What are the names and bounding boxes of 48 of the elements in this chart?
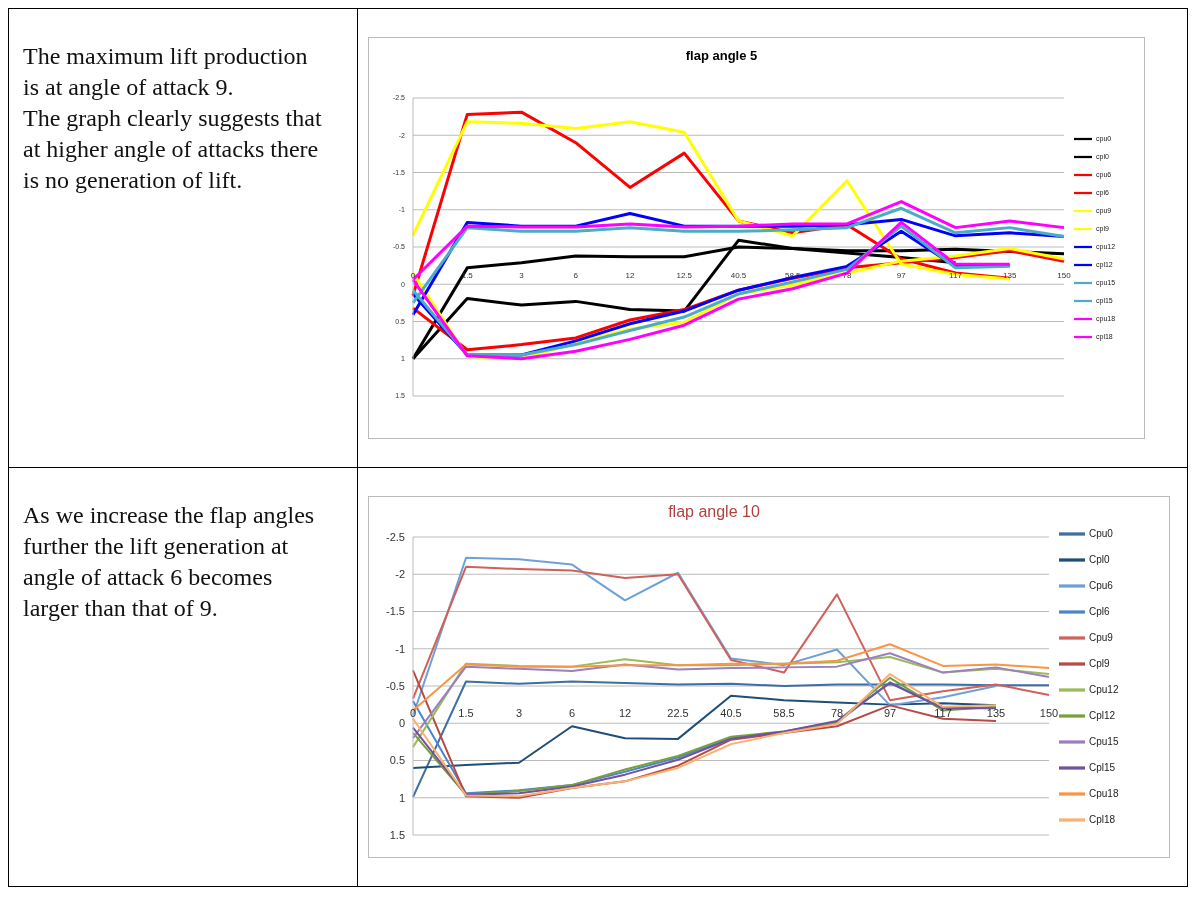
x-tick-label: 58.5 [773,707,795,720]
y-tick-label: -2.5 [386,530,405,543]
y-tick-label: 1 [398,791,405,804]
x-tick-label: 150 [1057,271,1072,281]
chart-title: flap angle 5 [684,48,759,63]
legend-label: Cpu9 [1089,631,1113,643]
x-tick-label: 40.5 [720,707,742,720]
x-tick-label: 1.5 [458,707,474,720]
legend-label: Cpl15 [1089,761,1116,773]
y-tick-label: -1.5 [386,605,405,618]
legend-label: Cpu18 [1089,787,1119,799]
chart-title: flap angle 10 [667,503,761,521]
x-tick-label: 3 [515,707,523,720]
x-tick-label: 150 [1039,707,1059,720]
text: The maximum lift production is at angle of attack 9. [23,42,309,102]
x-tick-label: 40.5 [730,271,747,281]
legend-label: Cpl0 [1089,553,1110,565]
x-tick-label: 78 [830,707,844,720]
y-tick-label: 1.5 [389,828,405,841]
legend-label: Cpl12 [1089,709,1116,721]
x-tick-label: 22.5 [667,707,689,720]
y-tick-label: -2 [395,568,405,581]
x-tick-label: 0 [410,271,416,281]
x-tick-label: 97 [896,271,907,281]
x-tick-label: 12.5 [676,271,693,281]
y-tick-label: -0.5 [386,679,405,692]
legend-label: Cpu15 [1089,735,1119,747]
x-tick-label: 0 [409,707,417,720]
legend-label: Cpl6 [1089,605,1110,617]
x-tick-label: 135 [1003,271,1017,281]
x-tick-label: 97 [883,707,897,720]
legend-label: Cpu12 [1089,683,1119,695]
y-tick-label: -1 [395,642,405,655]
x-tick-label: 135 [986,707,1006,720]
x-tick-label: 6 [573,271,579,281]
legend-label: Cpu0 [1089,527,1113,539]
x-tick-label: 3 [519,271,525,281]
x-tick-label: 117 [934,707,952,720]
legend-label: Cpl9 [1089,657,1110,669]
legend-label: Cpu6 [1089,579,1113,591]
legend-label: Cpl18 [1089,813,1116,825]
y-tick-label: 0.5 [389,754,405,767]
x-tick-label: 12 [625,271,635,281]
y-tick-label: 0 [398,717,405,730]
text: As we increase the flap angles further the lift generation at angle of attack 6 becomes larger than that of 9. [23,501,316,623]
text: The graph clearly suggests that at higher angle of attacks there is no generation of lift. [23,104,323,195]
x-tick-label: 12 [618,707,632,720]
x-tick-label: 6 [568,707,576,720]
